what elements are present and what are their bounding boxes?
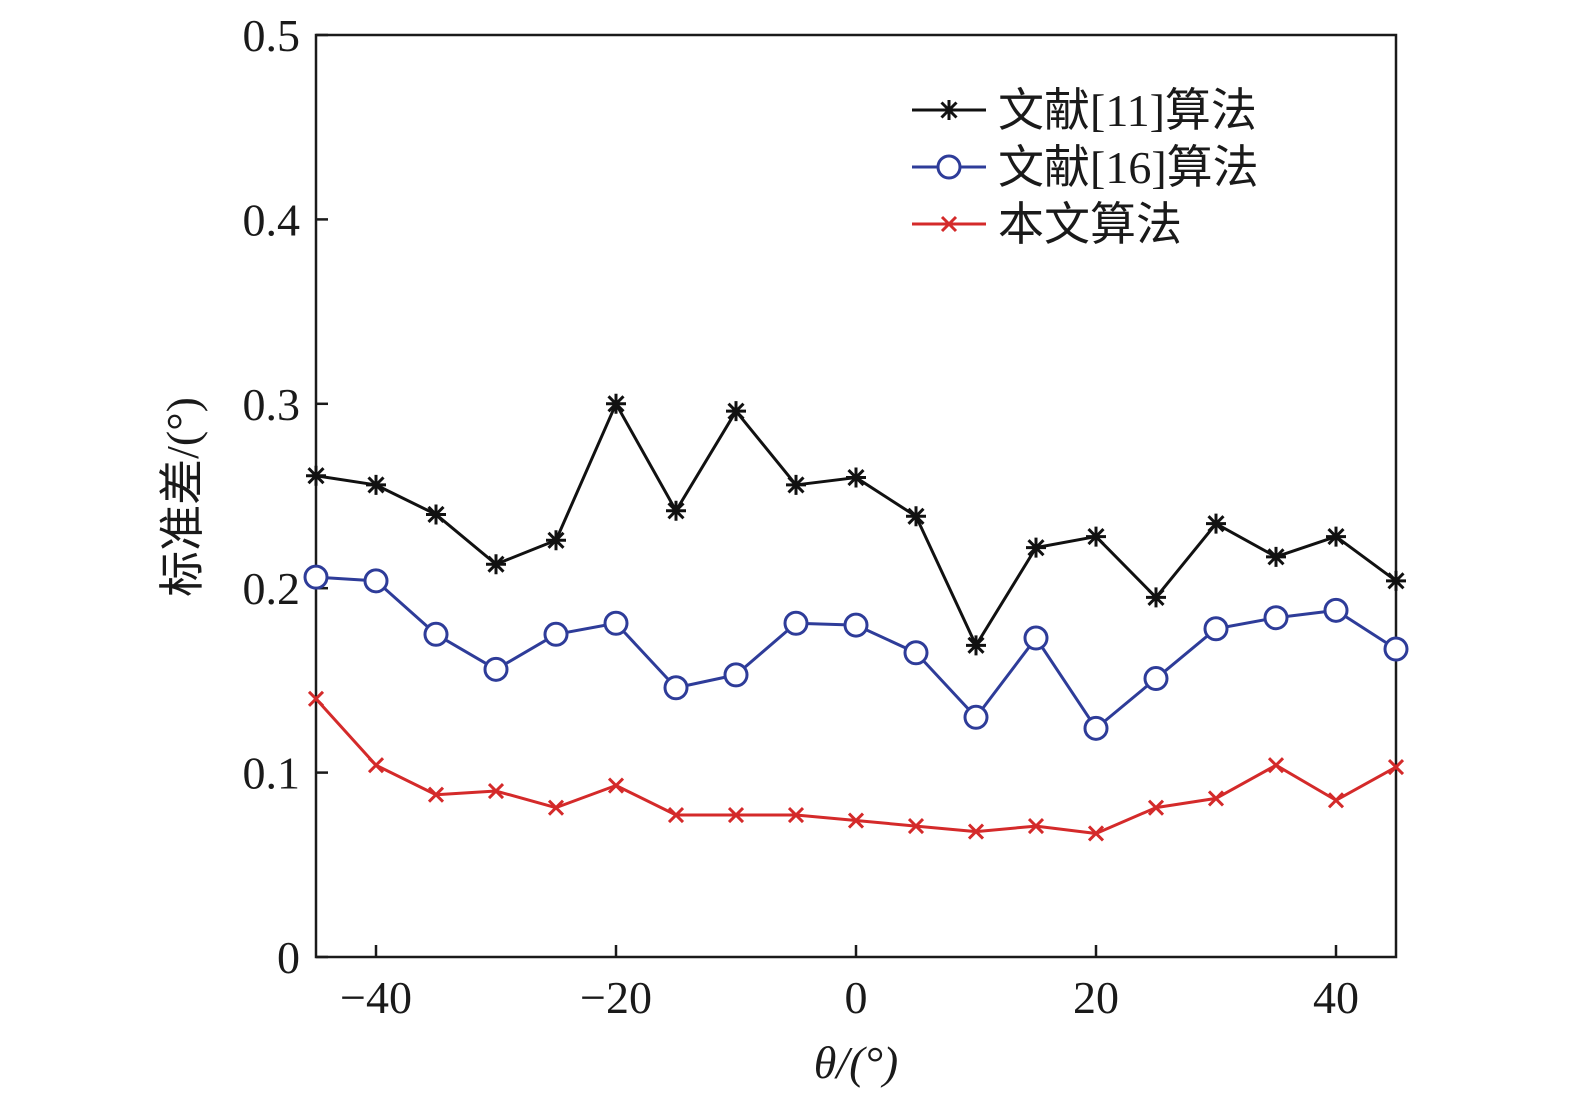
data-point <box>427 786 445 803</box>
legend-entry: 文献[16]算法 <box>912 142 1259 193</box>
data-point <box>546 530 566 551</box>
data-point <box>907 818 925 835</box>
legend-label: 文献[11]算法 <box>998 85 1257 136</box>
y-axis-title: 标准差/(°) <box>157 397 208 597</box>
data-point <box>843 612 869 638</box>
x-tick-label: −20 <box>580 972 652 1023</box>
data-point <box>1143 666 1169 692</box>
data-point <box>1023 625 1049 651</box>
y-tick-label: 0.1 <box>243 748 301 799</box>
legend-marker <box>940 215 958 233</box>
y-tick-label: 0.4 <box>243 194 301 245</box>
data-point <box>1266 546 1286 567</box>
x-axis: −40 −20 0 20 40 <box>340 945 1359 1023</box>
data-point <box>1086 526 1106 547</box>
x-tick-label: −40 <box>340 972 412 1023</box>
data-point <box>1207 790 1225 807</box>
data-point <box>1326 526 1346 547</box>
data-point <box>667 806 685 824</box>
data-point <box>903 640 929 666</box>
series-1 <box>306 393 1406 656</box>
legend-marker <box>939 100 959 120</box>
series-layer <box>303 393 1409 842</box>
data-point <box>1323 597 1349 623</box>
data-point <box>423 621 449 647</box>
data-point <box>846 467 866 488</box>
data-point <box>966 635 986 656</box>
data-point <box>1267 757 1285 774</box>
data-point <box>1387 759 1405 776</box>
data-point <box>1026 537 1046 558</box>
data-point <box>543 621 569 647</box>
x-tick-label: 0 <box>845 972 868 1023</box>
legend-marker <box>936 154 962 180</box>
legend-label: 文献[16]算法 <box>998 142 1259 193</box>
data-point <box>547 799 565 816</box>
data-point <box>606 393 626 414</box>
y-axis: 0 0.1 0.2 0.3 0.4 0.5 <box>243 10 328 983</box>
data-point <box>367 757 385 774</box>
y-tick-label: 0 <box>277 932 300 983</box>
data-point <box>847 812 865 829</box>
data-point <box>483 656 509 682</box>
data-point <box>306 465 326 486</box>
data-point <box>906 506 926 527</box>
x-axis-title: θ/(°) <box>814 1037 898 1088</box>
series-3 <box>307 690 1405 842</box>
data-point <box>426 504 446 525</box>
data-point <box>787 806 805 824</box>
data-point <box>1083 715 1109 741</box>
data-point <box>723 662 749 688</box>
data-point <box>783 610 809 636</box>
data-point <box>1386 570 1406 591</box>
data-point <box>1206 513 1226 534</box>
series-2 <box>303 564 1409 741</box>
data-point <box>786 474 806 495</box>
data-point <box>487 782 505 800</box>
legend-label: 本文算法 <box>998 199 1182 250</box>
data-point <box>607 777 625 794</box>
data-point <box>303 564 329 590</box>
data-point <box>967 823 985 840</box>
data-point <box>963 704 989 730</box>
data-point <box>603 610 629 636</box>
y-tick-label: 0.2 <box>243 563 301 614</box>
data-point <box>1263 605 1289 631</box>
data-point <box>666 500 686 521</box>
legend-entry: 本文算法 <box>912 199 1182 250</box>
data-point <box>663 675 689 701</box>
data-point <box>363 568 389 594</box>
data-point <box>1327 792 1345 809</box>
data-point <box>1087 825 1105 842</box>
y-tick-label: 0.3 <box>243 379 301 430</box>
data-point <box>1147 799 1165 816</box>
x-tick-label: 40 <box>1313 972 1359 1023</box>
data-point <box>1146 587 1166 608</box>
series-line <box>314 697 1397 835</box>
data-point <box>486 554 506 575</box>
data-point <box>1203 616 1229 642</box>
data-point <box>1383 636 1409 662</box>
data-point <box>727 806 745 824</box>
series-line <box>315 402 1397 647</box>
data-point <box>1027 818 1045 835</box>
x-tick-label: 20 <box>1073 972 1119 1023</box>
data-point <box>726 401 746 422</box>
data-point <box>307 690 325 707</box>
legend-entry: 文献[11]算法 <box>912 85 1257 136</box>
series-line <box>315 575 1397 730</box>
data-point <box>366 474 386 495</box>
y-tick-label: 0.5 <box>243 10 301 61</box>
